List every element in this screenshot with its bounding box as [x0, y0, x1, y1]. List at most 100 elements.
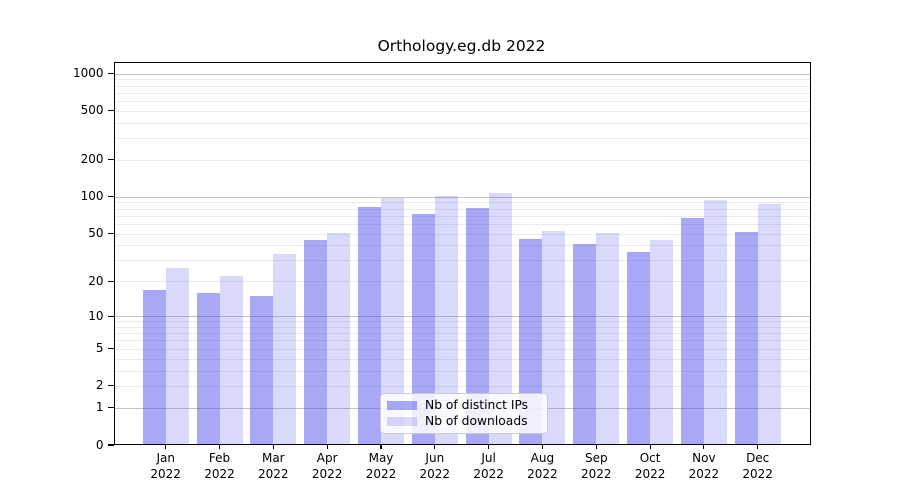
gridline-major [113, 316, 811, 318]
x-tick-label: Sep 2022 [564, 450, 628, 482]
y-tick [107, 385, 114, 387]
x-tick-label: Jun 2022 [403, 450, 467, 482]
bar-distinct-ips-nov [680, 218, 704, 445]
bar-distinct-ips-sep [573, 244, 597, 445]
bar-distinct-ips-oct [627, 252, 651, 445]
bar-downloads-oct [650, 240, 674, 445]
x-tick-label-month: Jan [156, 451, 175, 465]
y-tick [107, 233, 114, 235]
bar-distinct-ips-feb [196, 292, 220, 445]
bar-distinct-ips-jul [465, 208, 489, 445]
x-tick-label-year: 2022 [258, 467, 289, 481]
y-tick [107, 444, 114, 446]
y-tick-label: 50 [88, 226, 104, 241]
x-tick-label: Oct 2022 [618, 450, 682, 482]
x-tick [488, 445, 490, 449]
y-tick [107, 407, 114, 409]
gridline-minor [113, 208, 811, 210]
x-tick-label-month: Jul [481, 451, 496, 465]
y-tick-label: 2 [95, 378, 104, 393]
bar-distinct-ips-apr [304, 240, 328, 445]
x-tick-label-year: 2022 [311, 467, 343, 481]
x-tick [380, 445, 382, 449]
legend-label-downloads: Nb of downloads [425, 413, 528, 428]
x-tick [649, 445, 651, 449]
x-tick-label-month: Sep [584, 451, 608, 465]
bar-distinct-ips-dec [734, 231, 758, 445]
gridline-minor [113, 358, 811, 360]
gridline-minor [113, 122, 811, 124]
gridline-minor [113, 321, 811, 323]
bar-downloads-jun [434, 195, 458, 445]
x-tick-label: May 2022 [349, 450, 413, 482]
y-tick-label: 20 [88, 273, 104, 288]
x-tick-label-month: Jun [425, 451, 445, 465]
x-tick-label: Dec 2022 [726, 450, 790, 482]
y-tick [107, 110, 114, 112]
y-tick [107, 315, 114, 317]
gridline-minor [113, 326, 811, 328]
x-tick-label-year: 2022 [527, 467, 558, 481]
gridline-minor [113, 85, 811, 87]
x-tick [165, 445, 167, 449]
x-tick [326, 445, 328, 449]
bar-downloads-feb [219, 276, 243, 445]
x-tick-label-month: Aug [530, 451, 555, 465]
gridline-minor [113, 159, 811, 161]
legend-row-downloads: Nb of downloads [387, 413, 547, 428]
x-tick-label: Jul 2022 [457, 450, 521, 482]
plot-area [113, 61, 811, 445]
x-tick [757, 445, 759, 449]
y-tick-label: 1 [95, 400, 104, 415]
bar-downloads-mar [273, 253, 297, 445]
gridline-minor [113, 340, 811, 342]
bar-distinct-ips-jun [411, 214, 435, 445]
x-tick-label-year: 2022 [150, 467, 181, 481]
x-tick [434, 445, 436, 449]
x-tick [595, 445, 597, 449]
x-tick [272, 445, 274, 449]
y-tick-label: 100 [80, 189, 104, 204]
chart-title: Orthology.eg.db 2022 [377, 37, 546, 55]
x-tick [218, 445, 221, 449]
legend-swatch-distinct-ips-icon [387, 400, 417, 410]
gridline-minor [113, 92, 811, 94]
bar-distinct-ips-jan [142, 289, 166, 445]
bar-distinct-ips-mar [250, 295, 274, 445]
gridline-minor [113, 100, 811, 102]
bar-downloads-nov [703, 200, 727, 445]
bar-downloads-jan [165, 267, 189, 445]
x-tick-label: Mar 2022 [241, 450, 305, 482]
bar-distinct-ips-may [358, 206, 381, 445]
gridline-minor [113, 370, 811, 372]
x-tick-label: Apr 2022 [295, 450, 359, 482]
x-tick-label-month: Feb [208, 451, 231, 465]
x-tick-label: Feb 2022 [188, 450, 252, 482]
x-tick-label-month: Nov [692, 451, 716, 465]
gridline-minor [113, 138, 811, 140]
x-tick-label-year: 2022 [473, 467, 504, 481]
y-tick [107, 72, 114, 75]
y-tick-label: 500 [80, 103, 104, 118]
y-tick [107, 280, 114, 282]
x-tick-label-month: Dec [746, 451, 770, 465]
gridline-minor [113, 79, 811, 81]
bar-downloads-sep [596, 232, 620, 445]
x-tick-label-month: May [368, 451, 394, 465]
x-tick-label-year: 2022 [419, 467, 451, 481]
x-tick-label: Aug 2022 [510, 450, 574, 482]
gridline-minor [113, 233, 811, 235]
gridline-minor [113, 245, 811, 247]
y-tick-label: 0 [95, 437, 104, 452]
x-tick [541, 445, 543, 449]
gridline-major [113, 196, 811, 198]
x-tick-label-month: Oct [639, 451, 661, 465]
y-tick [107, 348, 114, 350]
gridline-minor [113, 281, 811, 283]
gridline-minor [113, 333, 811, 335]
bar-downloads-jul [488, 192, 512, 445]
x-tick-label-year: 2022 [365, 467, 397, 481]
x-tick-label: Jan 2022 [134, 450, 198, 482]
y-tick-label: 5 [95, 341, 104, 356]
